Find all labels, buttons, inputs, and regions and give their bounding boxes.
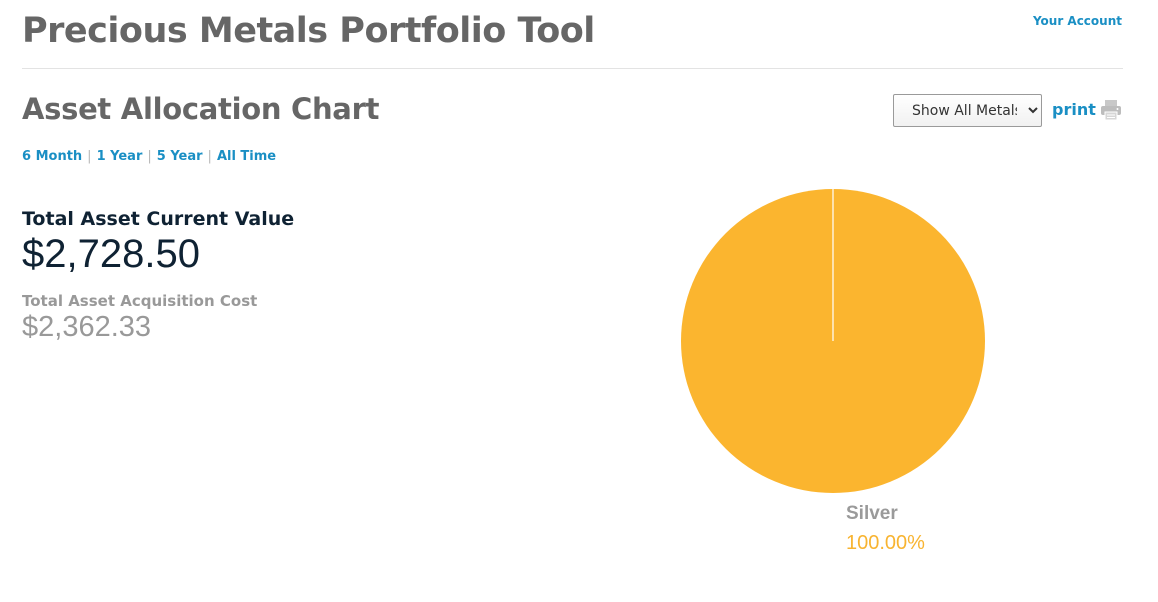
acquisition-cost-label: Total Asset Acquisition Cost	[22, 292, 258, 310]
your-account-link[interactable]: Your Account	[1032, 14, 1122, 28]
range-separator: |	[147, 149, 152, 164]
range-6-month-link[interactable]: 6 Month	[22, 149, 83, 164]
pie-slice-name-label: Silver	[846, 503, 898, 524]
acquisition-cost-value: $2,362.33	[22, 311, 152, 343]
printer-icon[interactable]	[1099, 98, 1123, 122]
pie-slice-percent-label: 100.00%	[846, 532, 925, 554]
header-divider	[22, 68, 1123, 69]
print-link[interactable]: print	[1052, 100, 1096, 119]
range-5-year-link[interactable]: 5 Year	[156, 149, 203, 164]
section-title: Asset Allocation Chart	[22, 92, 380, 126]
current-value-label: Total Asset Current Value	[22, 208, 295, 230]
range-separator: |	[87, 149, 92, 164]
range-separator: |	[207, 149, 212, 164]
allocation-pie-chart	[681, 189, 985, 493]
current-value: $2,728.50	[22, 232, 200, 276]
range-1-year-link[interactable]: 1 Year	[96, 149, 143, 164]
range-all-time-link[interactable]: All Time	[216, 149, 277, 164]
metal-filter-select[interactable]: Show All Metals	[893, 94, 1042, 127]
time-range-links: 6 Month | 1 Year | 5 Year | All Time	[22, 149, 276, 164]
app-title: Precious Metals Portfolio Tool	[22, 11, 595, 51]
